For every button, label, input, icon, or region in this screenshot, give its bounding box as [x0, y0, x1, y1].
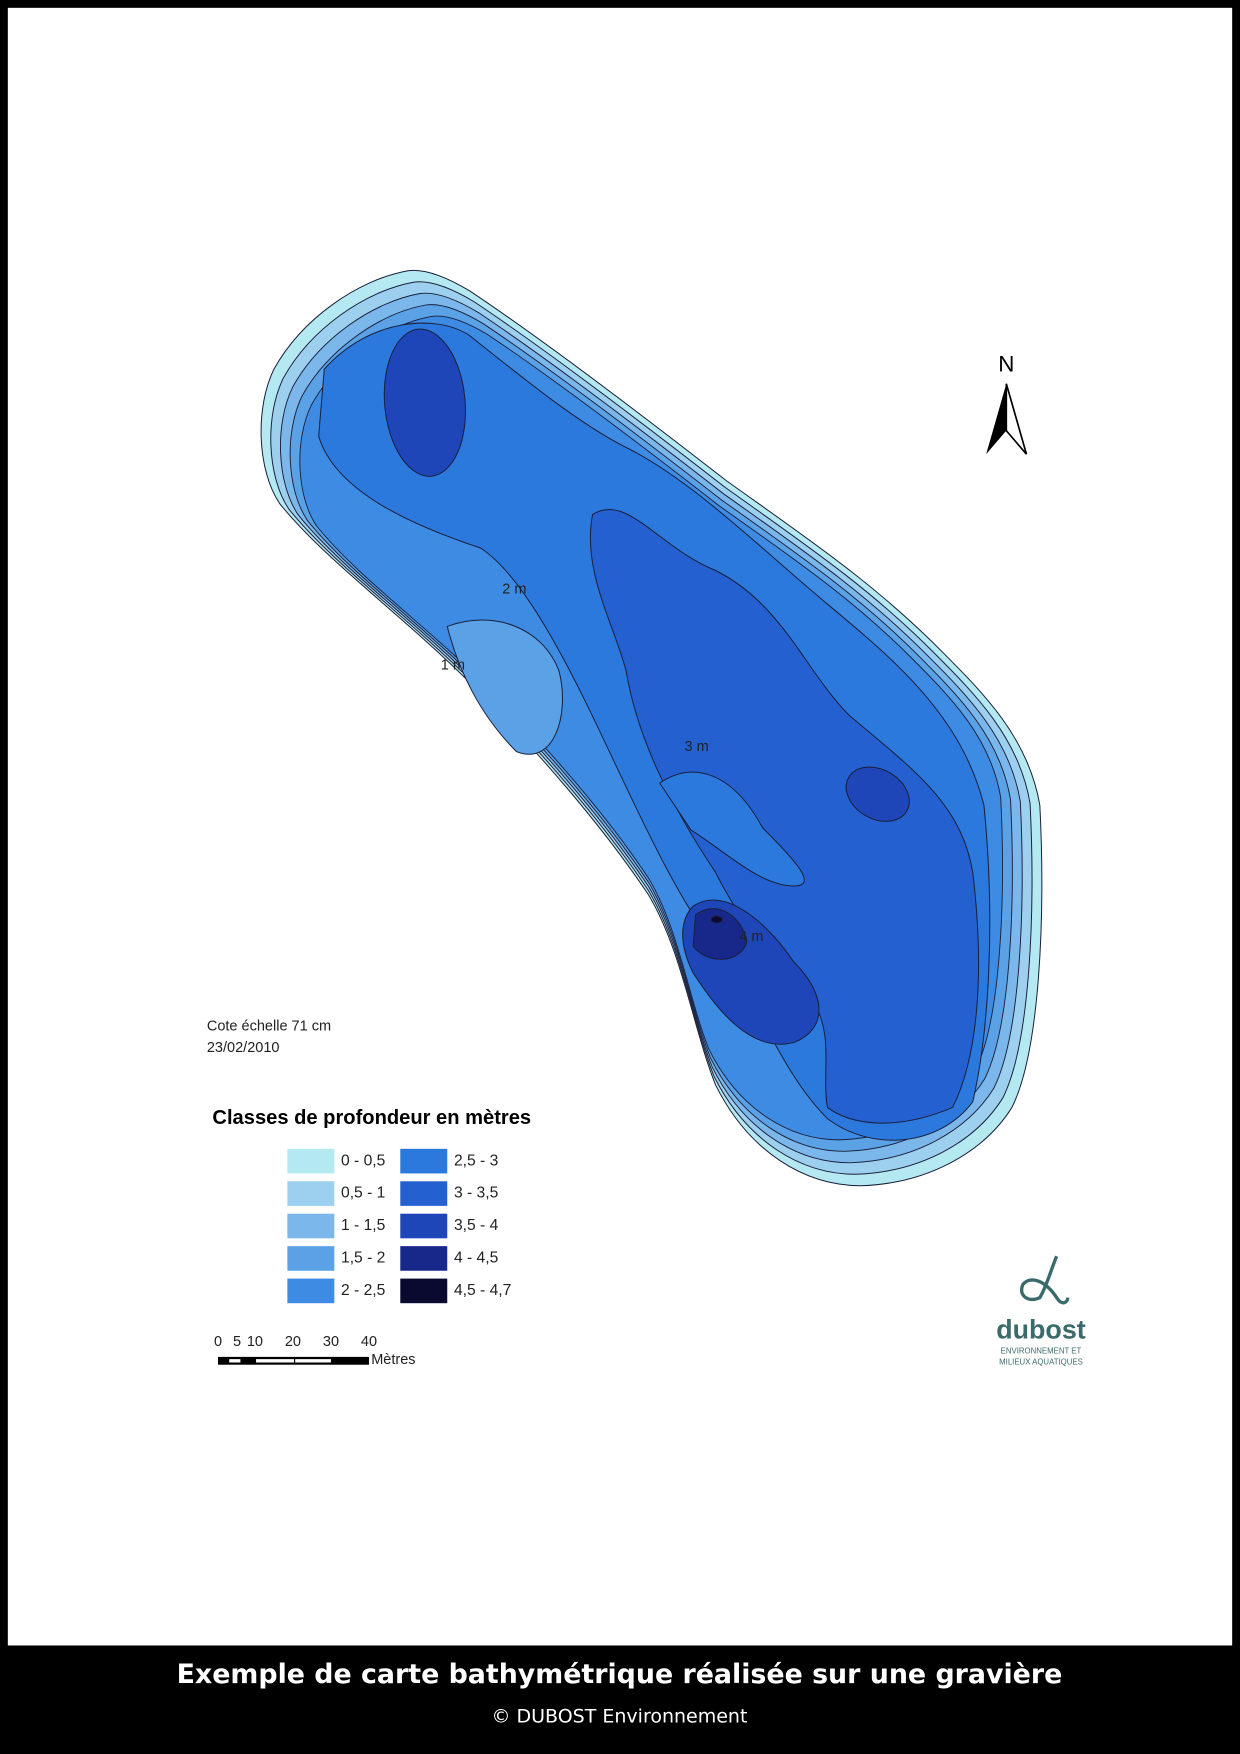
scale-tick-label: 10 [247, 1334, 263, 1350]
date-note: 23/02/2010 [207, 1040, 280, 1056]
legend-swatch [287, 1213, 335, 1239]
scale-bar-segment [295, 1359, 331, 1363]
legend-label: 3,5 - 4 [454, 1217, 499, 1234]
north-label: N [998, 352, 1014, 377]
legend-label: 4 - 4,5 [454, 1250, 499, 1267]
legend-label: 4,5 - 4,7 [454, 1282, 511, 1299]
legend-swatch [287, 1278, 335, 1304]
caption-credit: © DUBOST Environnement [491, 1706, 747, 1728]
lake [260, 269, 1043, 1187]
scale-bar: 0 5 10 20 30 40 Mètres [214, 1334, 416, 1368]
scale-tick-label: 5 [233, 1334, 241, 1350]
legend-label: 2,5 - 3 [454, 1152, 499, 1169]
depth-zone [845, 766, 910, 822]
caption-title: Exemple de carte bathymétrique réalisée … [177, 1659, 1063, 1690]
legend-swatch [287, 1148, 335, 1174]
contour-label: 3 m [684, 739, 708, 755]
depth-zone [383, 328, 467, 477]
legend-swatch [400, 1181, 448, 1206]
gauge-note: Cote échelle 71 cm [207, 1019, 331, 1035]
legend-swatch [400, 1246, 448, 1271]
legend-title: Classes de profondeur en mètres [212, 1107, 531, 1129]
legend-label: 3 - 3,5 [454, 1185, 499, 1202]
scale-tick-label: 20 [285, 1334, 301, 1350]
arrow-right [1005, 383, 1028, 455]
logo: dubost ENVIRONNEMENT ET MILIEUX AQUATIQU… [996, 1255, 1086, 1367]
legend-swatch [400, 1278, 448, 1304]
legend-label: 1 - 1,5 [341, 1217, 386, 1234]
legend-label: 0,5 - 1 [341, 1185, 385, 1202]
scale-bar-segment [229, 1359, 241, 1363]
logo-mark [1020, 1255, 1070, 1305]
legend-swatch [400, 1148, 448, 1174]
logo-tagline: ENVIRONNEMENT ET [1001, 1346, 1082, 1355]
scale-tick-label: 0 [214, 1334, 222, 1350]
scale-unit: Mètres [371, 1352, 415, 1368]
contour-label: 4 m [739, 929, 763, 945]
depth-zone [446, 619, 563, 755]
legend-label: 0 - 0,5 [341, 1152, 386, 1169]
logo-tagline: MILIEUX AQUATIQUES [999, 1358, 1083, 1367]
scale-bar-segment [256, 1359, 295, 1363]
legend-label: 2 - 2,5 [341, 1282, 386, 1299]
logo-name: dubost [996, 1314, 1085, 1344]
contour-label: 2 m [502, 581, 526, 597]
depth-zone [658, 771, 805, 887]
legend-swatch [287, 1181, 335, 1206]
legend-swatch [400, 1213, 448, 1239]
scale-tick-label: 40 [361, 1334, 377, 1350]
legend-swatch [287, 1246, 335, 1271]
legend-label: 1,5 - 2 [341, 1250, 385, 1267]
depth-zone [692, 908, 748, 960]
scale-tick-label: 30 [323, 1334, 339, 1350]
legend: 0 - 0,5 0,5 - 1 1 - 1,5 1,5 - 2 2 - 2,5 2,5 -… [287, 1148, 511, 1304]
depth-zone [589, 508, 980, 1124]
contour-label: 1 m [441, 657, 465, 673]
depth-zone [710, 915, 723, 924]
